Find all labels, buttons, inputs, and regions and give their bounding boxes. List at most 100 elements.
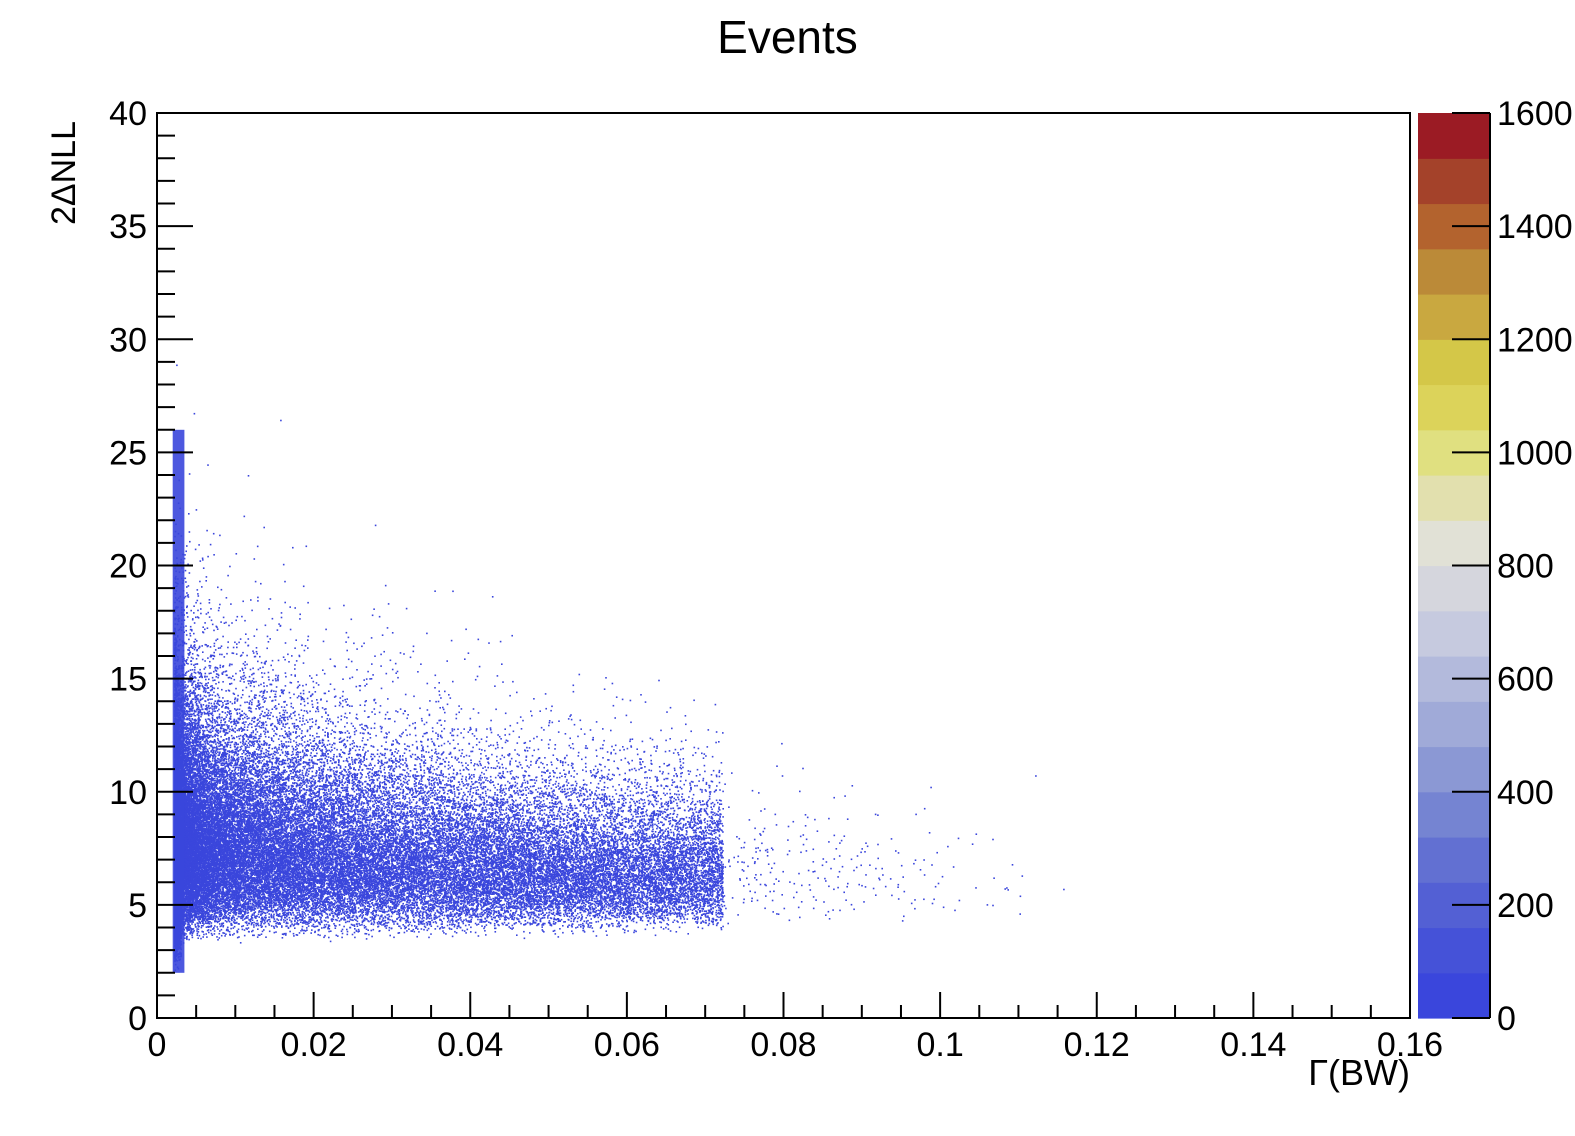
data-point (522, 782, 524, 784)
data-point (553, 923, 555, 925)
data-point (832, 909, 834, 911)
data-point (509, 782, 511, 784)
data-point (640, 694, 642, 696)
data-point (478, 789, 480, 791)
data-point (632, 799, 634, 801)
data-point (425, 751, 427, 753)
data-point (552, 861, 554, 863)
data-point (578, 826, 580, 828)
data-point (704, 803, 706, 805)
data-point (526, 797, 528, 799)
data-point (248, 812, 250, 814)
data-point (507, 771, 509, 773)
data-point (330, 941, 332, 943)
data-point (468, 774, 470, 776)
data-point (837, 876, 839, 878)
data-point (631, 769, 633, 771)
data-point (490, 790, 492, 792)
data-point (473, 774, 475, 776)
data-point (321, 866, 323, 868)
data-point (461, 778, 463, 780)
data-point (542, 885, 544, 887)
data-point (198, 544, 200, 546)
data-point (759, 850, 761, 852)
data-point (348, 757, 350, 759)
data-point (209, 602, 211, 604)
data-point (389, 935, 391, 937)
data-point (711, 803, 713, 805)
data-point (427, 821, 429, 823)
data-point (647, 917, 649, 919)
data-point (664, 915, 666, 917)
data-point (572, 933, 574, 935)
data-point (465, 823, 467, 825)
data-point (433, 784, 435, 786)
data-point (273, 915, 275, 917)
data-point (360, 732, 362, 734)
data-point (627, 879, 629, 881)
data-point (190, 635, 192, 637)
data-point (719, 803, 721, 805)
data-point (655, 831, 657, 833)
data-point (466, 783, 468, 785)
data-point (772, 911, 774, 913)
data-point (642, 803, 644, 805)
data-point (688, 861, 690, 863)
data-point (499, 918, 501, 920)
data-point (283, 919, 285, 921)
data-point (411, 925, 413, 927)
data-point (448, 761, 450, 763)
data-point (336, 935, 338, 937)
data-point (303, 715, 305, 717)
data-point (188, 681, 190, 683)
data-point (650, 801, 652, 803)
data-point (550, 710, 552, 712)
data-point (244, 702, 246, 704)
data-point (301, 739, 303, 741)
data-point (371, 753, 373, 755)
data-point (273, 914, 275, 916)
data-point (689, 791, 691, 793)
data-point (722, 850, 724, 852)
data-point (311, 718, 313, 720)
data-point (604, 919, 606, 921)
data-point (429, 918, 431, 920)
data-point (259, 717, 261, 719)
data-point (217, 776, 219, 778)
data-point (472, 733, 474, 735)
data-point (231, 622, 233, 624)
data-point (610, 858, 612, 860)
data-point (1020, 896, 1022, 898)
data-point (581, 759, 583, 761)
data-point (465, 932, 467, 934)
data-point (546, 850, 548, 852)
data-point (329, 914, 331, 916)
data-point (197, 937, 199, 939)
data-point (692, 918, 694, 920)
data-point (356, 789, 358, 791)
data-point (210, 544, 212, 546)
data-point (716, 925, 718, 927)
data-point (575, 874, 577, 876)
data-point (358, 826, 360, 828)
data-point (600, 828, 602, 830)
data-point (379, 756, 381, 758)
data-point (447, 741, 449, 743)
data-point (693, 838, 695, 840)
data-point (211, 620, 213, 622)
data-point (497, 675, 499, 677)
data-point (865, 874, 867, 876)
data-point (765, 895, 767, 897)
data-point (642, 843, 644, 845)
data-point (610, 801, 612, 803)
data-point (497, 906, 499, 908)
data-point (304, 752, 306, 754)
data-point (589, 927, 591, 929)
data-point (221, 645, 223, 647)
data-point (313, 748, 315, 750)
data-point (503, 913, 505, 915)
data-point (314, 784, 316, 786)
data-point (484, 930, 486, 932)
data-point (483, 928, 485, 930)
